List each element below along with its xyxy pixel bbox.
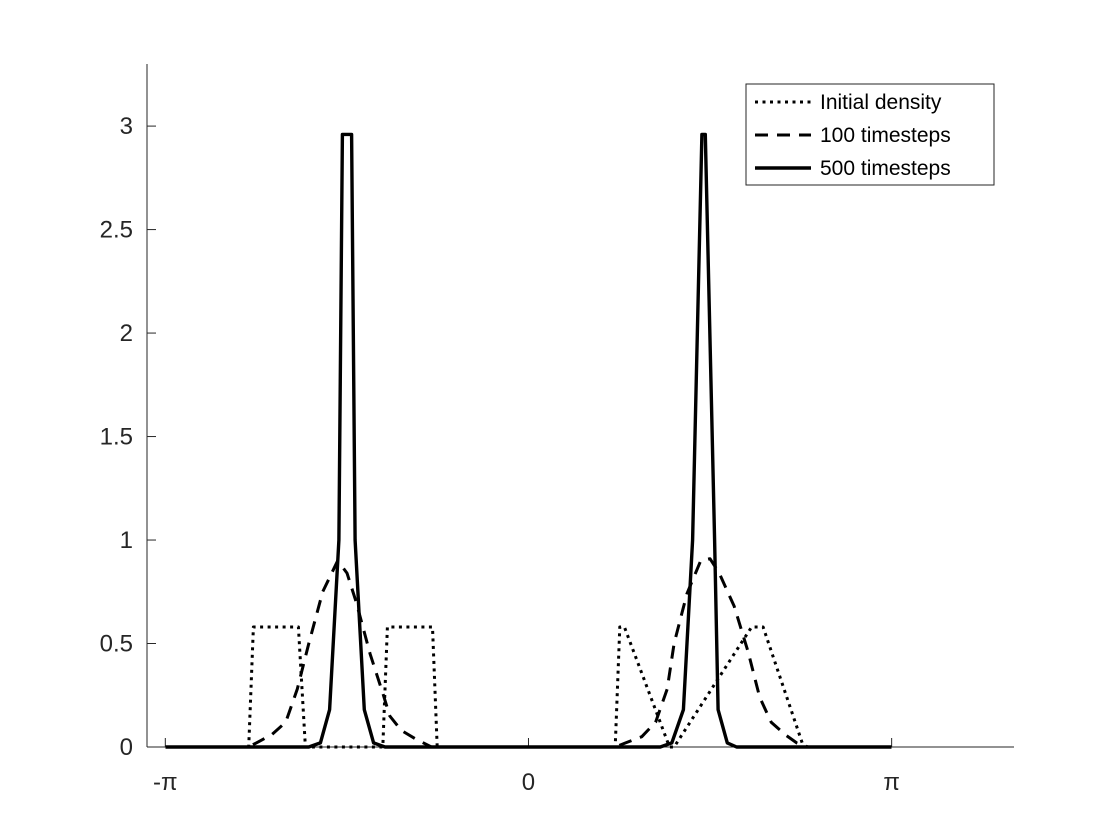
y-tick-label: 1.5 bbox=[100, 424, 133, 451]
legend-label: 100 timesteps bbox=[820, 124, 951, 147]
y-tick-label: 1 bbox=[120, 527, 133, 554]
x-tick-label: -π bbox=[153, 769, 178, 796]
y-tick-label: 0.5 bbox=[100, 631, 133, 658]
plot-lines bbox=[165, 132, 892, 749]
y-tick-label: 2 bbox=[120, 320, 133, 347]
legend-label: Initial density bbox=[820, 91, 942, 114]
y-tick-label: 2.5 bbox=[100, 217, 133, 244]
legend-label: 500 timesteps bbox=[820, 157, 951, 180]
x-tick-label: 0 bbox=[522, 769, 535, 796]
series-line-solid bbox=[165, 132, 892, 749]
legend: Initial density 100 timesteps 500 timestep… bbox=[745, 83, 995, 186]
series-line-dashed bbox=[165, 557, 892, 749]
x-tick-label: π bbox=[883, 769, 900, 796]
y-tick-label: 3 bbox=[120, 113, 133, 140]
y-tick-label: 0 bbox=[120, 734, 133, 761]
